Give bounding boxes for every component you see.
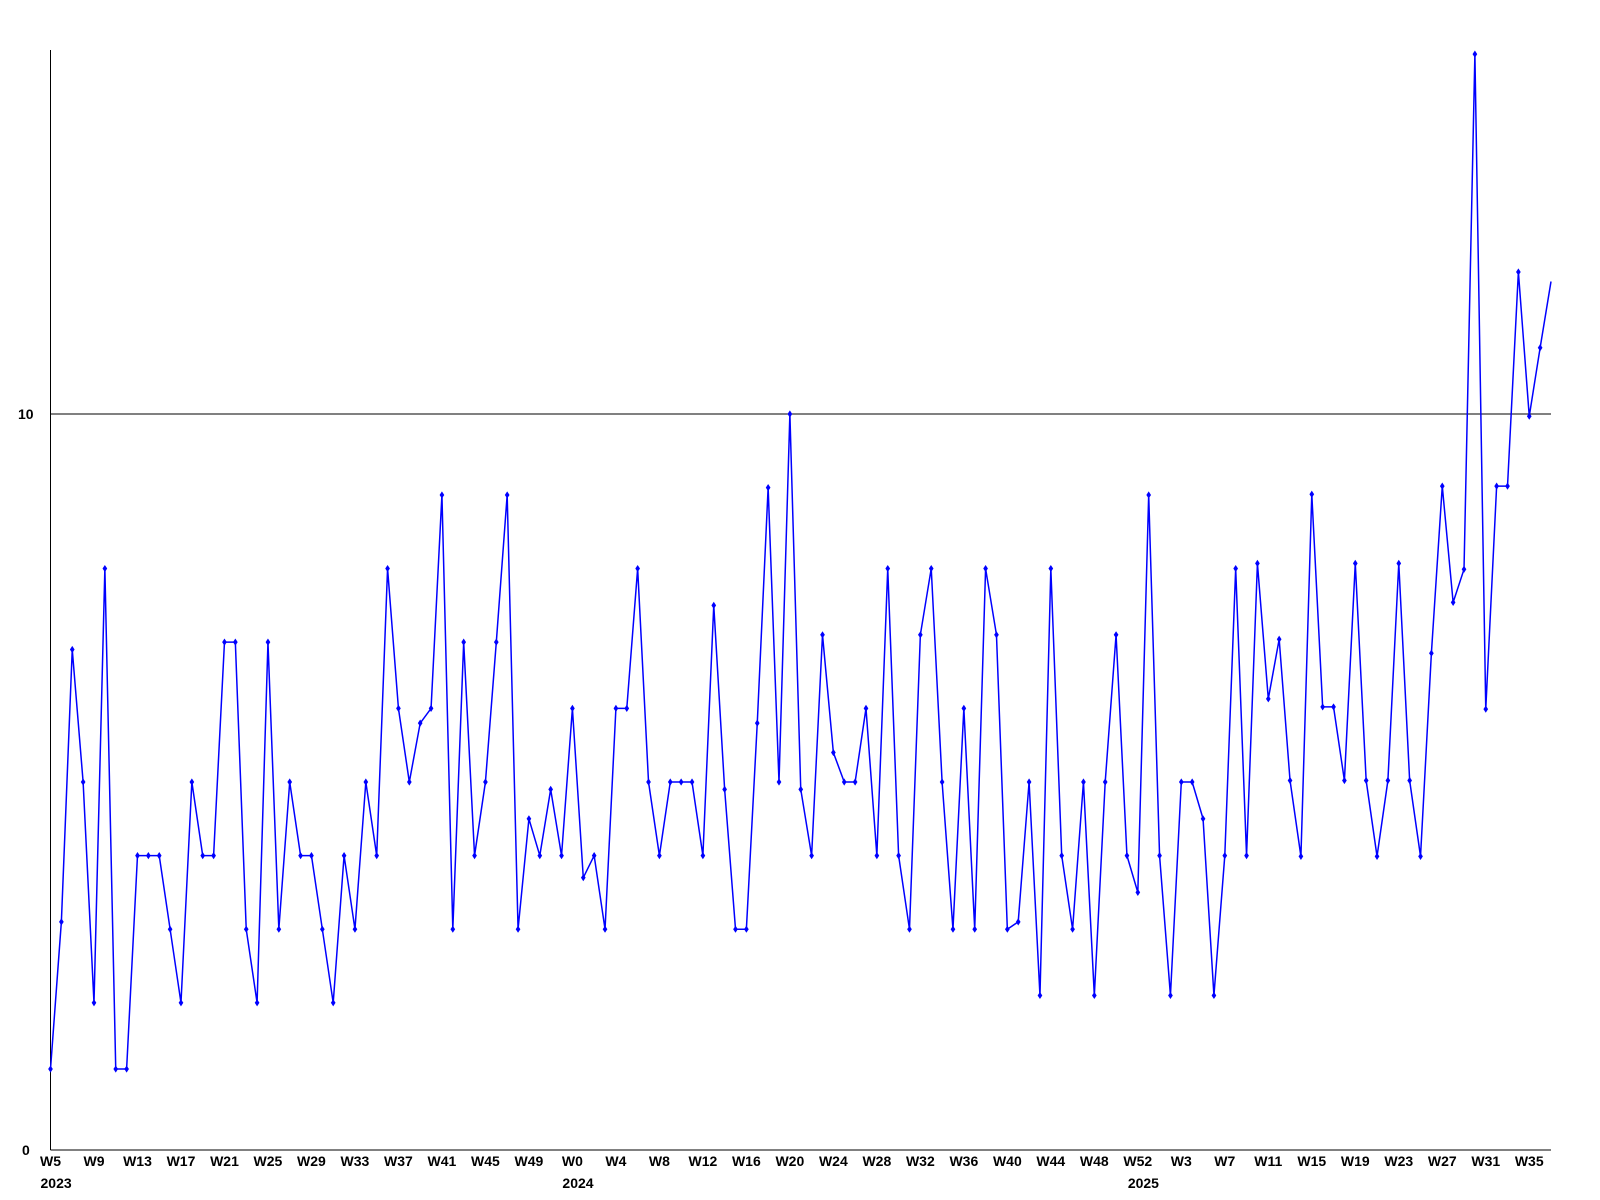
svg-text:W19: W19: [1341, 1153, 1370, 1169]
svg-text:W7: W7: [1214, 1153, 1235, 1169]
svg-text:W23: W23: [1384, 1153, 1413, 1169]
svg-text:W20: W20: [775, 1153, 804, 1169]
svg-text:W49: W49: [515, 1153, 544, 1169]
svg-text:W44: W44: [1036, 1153, 1065, 1169]
svg-text:W21: W21: [210, 1153, 239, 1169]
svg-text:W36: W36: [949, 1153, 978, 1169]
svg-text:W15: W15: [1297, 1153, 1326, 1169]
svg-text:W37: W37: [384, 1153, 413, 1169]
svg-text:W12: W12: [688, 1153, 717, 1169]
svg-text:W24: W24: [819, 1153, 848, 1169]
svg-text:W52: W52: [1123, 1153, 1152, 1169]
svg-text:10: 10: [18, 406, 34, 422]
svg-text:W40: W40: [993, 1153, 1022, 1169]
svg-text:W25: W25: [254, 1153, 283, 1169]
svg-text:W17: W17: [167, 1153, 196, 1169]
svg-text:W0: W0: [562, 1153, 583, 1169]
svg-text:W8: W8: [649, 1153, 670, 1169]
svg-text:W13: W13: [123, 1153, 152, 1169]
svg-text:0: 0: [22, 1142, 30, 1158]
svg-text:W31: W31: [1471, 1153, 1500, 1169]
svg-text:W16: W16: [732, 1153, 761, 1169]
svg-text:W32: W32: [906, 1153, 935, 1169]
svg-text:W11: W11: [1254, 1153, 1282, 1169]
svg-text:W45: W45: [471, 1153, 500, 1169]
svg-text:W41: W41: [428, 1153, 457, 1169]
svg-text:W4: W4: [605, 1153, 626, 1169]
svg-text:W9: W9: [83, 1153, 104, 1169]
svg-text:W3: W3: [1171, 1153, 1192, 1169]
svg-text:W33: W33: [341, 1153, 370, 1169]
svg-text:W29: W29: [297, 1153, 326, 1169]
svg-text:W28: W28: [862, 1153, 891, 1169]
svg-text:2024: 2024: [562, 1175, 593, 1191]
svg-text:W5: W5: [40, 1153, 61, 1169]
svg-text:W35: W35: [1515, 1153, 1544, 1169]
svg-text:W48: W48: [1080, 1153, 1109, 1169]
svg-text:2023: 2023: [41, 1175, 72, 1191]
svg-text:W27: W27: [1428, 1153, 1457, 1169]
svg-text:2025: 2025: [1128, 1175, 1159, 1191]
